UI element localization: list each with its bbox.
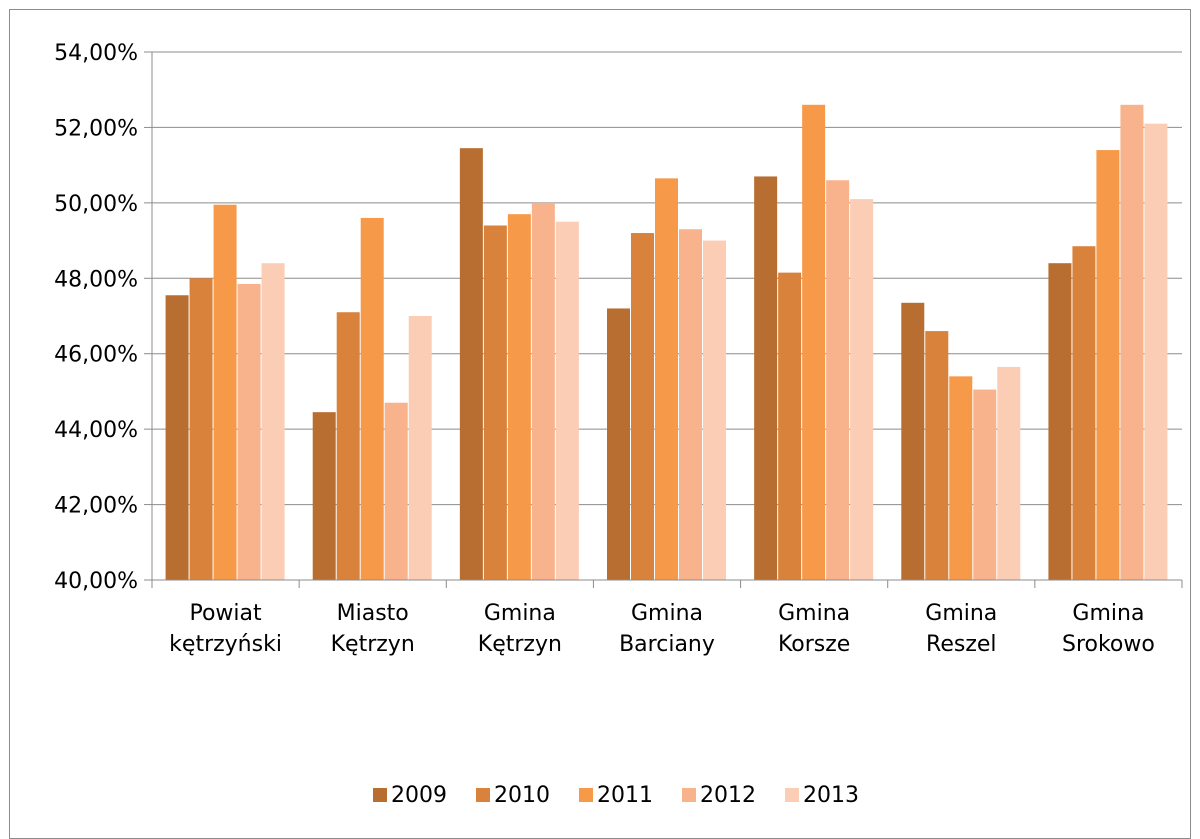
y-tick-label: 50,00%: [54, 192, 138, 217]
bar-2012: [826, 180, 850, 580]
legend-label-2011: 2011: [597, 783, 653, 808]
category-label: Miasto Kętrzyn: [331, 601, 415, 657]
category-label: Gmina Korsze: [778, 601, 850, 657]
y-tick-label: 44,00%: [54, 418, 138, 443]
category-label-line: Gmina: [778, 601, 850, 626]
y-tick-label: 40,00%: [54, 569, 138, 594]
category-label-line: Gmina: [631, 601, 703, 626]
legend-swatch-2009: [373, 788, 387, 802]
bar-2009: [312, 412, 336, 580]
bar-2010: [189, 278, 213, 580]
bar-2010: [336, 312, 360, 580]
category-label-line: Korsze: [778, 632, 850, 657]
bar-2013: [997, 366, 1021, 580]
bar-2009: [165, 295, 189, 580]
y-tick-label: 52,00%: [54, 116, 138, 141]
legend-swatch-2010: [476, 788, 490, 802]
bar-2011: [1096, 150, 1120, 581]
category-label-line: Miasto: [337, 601, 409, 626]
bar-2013: [408, 316, 432, 580]
category-label-line: Kętrzyn: [331, 632, 415, 657]
bar-2013: [261, 263, 285, 580]
legend-label-2012: 2012: [700, 783, 756, 808]
bar-2010: [925, 331, 949, 580]
category-label-line: Gmina: [925, 601, 997, 626]
category-label-line: Reszel: [926, 632, 997, 657]
bar-2011: [802, 104, 826, 581]
bar-2013: [850, 199, 874, 581]
legend-swatch-2013: [785, 788, 799, 802]
y-tick-label: 46,00%: [54, 343, 138, 368]
category-label: Gmina Srokowo: [1062, 601, 1155, 657]
y-tick-label: 48,00%: [54, 267, 138, 292]
bar-2012: [384, 402, 408, 580]
x-axis-categories: Powiat kętrzyński Miasto Kętrzyn Gmina Kętrzy…: [169, 601, 1155, 657]
bar-2011: [360, 217, 384, 580]
bar-2012: [1120, 104, 1144, 581]
category-label-line: Powiat: [189, 601, 262, 626]
legend-label-2009: 2009: [391, 783, 447, 808]
y-tick-label: 42,00%: [54, 494, 138, 519]
legend: 2009 2010 2011 2012 2013: [373, 783, 859, 808]
y-axis-ticks: 40,00% 42,00% 44,00% 46,00% 48,00% 50,00% 52,0…: [54, 41, 152, 594]
category-label: Gmina Barciany: [619, 601, 715, 657]
bar-2010: [1072, 246, 1096, 580]
bar-2013: [555, 221, 579, 580]
bar-2010: [631, 233, 654, 580]
category-label-line: Gmina: [1072, 601, 1144, 626]
bar-2010: [483, 225, 507, 580]
category-label-line: Kętrzyn: [478, 632, 562, 657]
bar-2012: [973, 389, 997, 580]
bar-2009: [459, 148, 483, 580]
bar-2009: [901, 302, 925, 580]
bar-2011: [213, 204, 237, 580]
bar-2009: [1048, 263, 1072, 580]
legend-label-2010: 2010: [494, 783, 550, 808]
legend-swatch-2012: [682, 788, 696, 802]
category-label-line: Srokowo: [1062, 632, 1155, 657]
category-label: Powiat kętrzyński: [169, 601, 282, 657]
category-label-line: Barciany: [619, 632, 715, 657]
bar-2013: [1144, 123, 1168, 581]
bar-2012: [237, 283, 261, 580]
category-label-line: kętrzyński: [169, 632, 282, 657]
bars: [165, 104, 1168, 581]
bar-2012: [679, 229, 702, 580]
legend-swatch-2011: [579, 788, 593, 802]
bar-2009: [754, 176, 778, 580]
bar-2011: [507, 214, 531, 580]
axes: [151, 52, 1183, 588]
bar-2010: [778, 272, 802, 580]
category-label: Gmina Reszel: [925, 601, 997, 657]
legend-label-2013: 2013: [803, 783, 859, 808]
category-label: Gmina Kętrzyn: [478, 601, 562, 657]
bar-2011: [655, 178, 678, 581]
bar-2011: [949, 376, 973, 580]
y-tick-label: 54,00%: [54, 41, 138, 66]
bar-2013: [703, 240, 726, 581]
bar-2012: [531, 202, 555, 580]
bar-2009: [607, 308, 630, 580]
category-label-line: Gmina: [484, 601, 556, 626]
